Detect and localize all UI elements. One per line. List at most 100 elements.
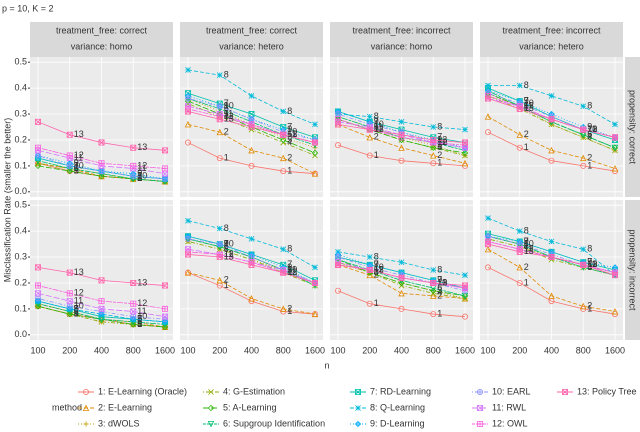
point	[216, 282, 223, 289]
point	[162, 165, 168, 172]
point	[162, 175, 169, 182]
x-tick-label: 400	[244, 345, 259, 355]
point-label: 9	[437, 275, 442, 285]
strip	[625, 57, 640, 197]
point-label: 3	[287, 264, 292, 274]
point-label: 12	[137, 160, 147, 170]
point	[398, 144, 405, 151]
point	[248, 146, 255, 154]
point	[430, 152, 437, 159]
line	[337, 264, 466, 299]
point	[516, 263, 523, 271]
point	[366, 267, 373, 273]
line	[488, 85, 616, 125]
point	[35, 295, 42, 302]
point	[612, 272, 618, 279]
point-label: 4	[287, 137, 292, 147]
y-tick-label: 0.3	[14, 251, 27, 261]
point	[398, 136, 405, 144]
point	[430, 136, 437, 143]
point	[580, 126, 587, 133]
point-label: 2	[224, 127, 229, 137]
point	[66, 290, 73, 297]
point-label: 3	[587, 132, 592, 142]
point-label: 12	[287, 267, 297, 277]
point-label: 1	[437, 308, 442, 318]
point-label: 6	[137, 316, 142, 326]
point-label: 11	[137, 163, 146, 173]
point-label: 2	[287, 152, 292, 162]
point-label: 8	[224, 70, 229, 80]
point	[430, 267, 437, 273]
strip-label: treatment_free: incorrect	[502, 25, 601, 35]
point-label: 12	[524, 101, 534, 111]
point-label: 10	[374, 262, 384, 272]
point	[485, 233, 492, 240]
point	[98, 168, 105, 175]
point-label: 3	[137, 173, 142, 183]
point	[184, 120, 192, 128]
strip	[480, 22, 623, 57]
point	[162, 282, 168, 289]
point-label: 2	[137, 173, 142, 183]
point-label: 10	[437, 277, 447, 287]
point	[335, 111, 342, 117]
point	[98, 173, 105, 180]
strip-label: variance: homo	[71, 41, 133, 51]
point-label: 8	[524, 225, 529, 235]
point-label: 13	[74, 267, 84, 277]
point-label: 8	[437, 264, 442, 274]
point	[484, 245, 492, 253]
point-label: 5	[74, 165, 79, 175]
line	[187, 272, 316, 315]
point-label: 13	[74, 129, 84, 139]
point-label: 12	[224, 249, 234, 259]
point-label: 1	[374, 150, 379, 160]
point	[311, 170, 319, 177]
legend-label: 6: Supgroup Identification	[223, 418, 325, 428]
point-label: 13	[224, 251, 234, 261]
point	[248, 162, 255, 169]
point	[130, 173, 137, 180]
point	[280, 305, 287, 312]
line	[37, 303, 166, 328]
point-label: 9	[524, 95, 529, 105]
point-label: 6	[287, 264, 292, 274]
point	[280, 131, 287, 138]
point-label: 9	[587, 121, 592, 131]
point	[516, 82, 523, 89]
point	[216, 155, 223, 162]
point-label: 11	[587, 259, 596, 269]
legend-label: 10: EARL	[492, 386, 531, 396]
point	[485, 129, 492, 136]
point-label: 2	[74, 163, 79, 173]
point	[548, 298, 555, 305]
line	[37, 157, 166, 180]
point-label: 10	[587, 259, 597, 269]
point	[611, 144, 619, 152]
point	[398, 118, 405, 125]
point	[248, 254, 255, 260]
point-label: 11	[287, 129, 296, 139]
x-tick-label: 400	[94, 345, 109, 355]
point-label: 11	[287, 264, 296, 274]
point-label: 8	[74, 303, 79, 313]
strip-label: treatment_free: correct	[206, 25, 298, 35]
point	[162, 147, 168, 154]
point-label: 12	[374, 264, 384, 274]
line	[487, 267, 616, 315]
point-label: 12	[287, 129, 297, 139]
point-label: 11	[437, 137, 446, 147]
point	[185, 95, 192, 102]
point-label: 7	[74, 303, 79, 313]
point	[66, 303, 73, 310]
point	[66, 167, 73, 175]
point	[34, 162, 42, 170]
point	[462, 313, 469, 320]
x-tick-label: 800	[576, 345, 591, 355]
point-label: 11	[437, 277, 446, 287]
point-label: 13	[287, 267, 297, 277]
point-label: 12	[437, 137, 447, 147]
point	[216, 254, 223, 261]
point	[130, 321, 137, 328]
